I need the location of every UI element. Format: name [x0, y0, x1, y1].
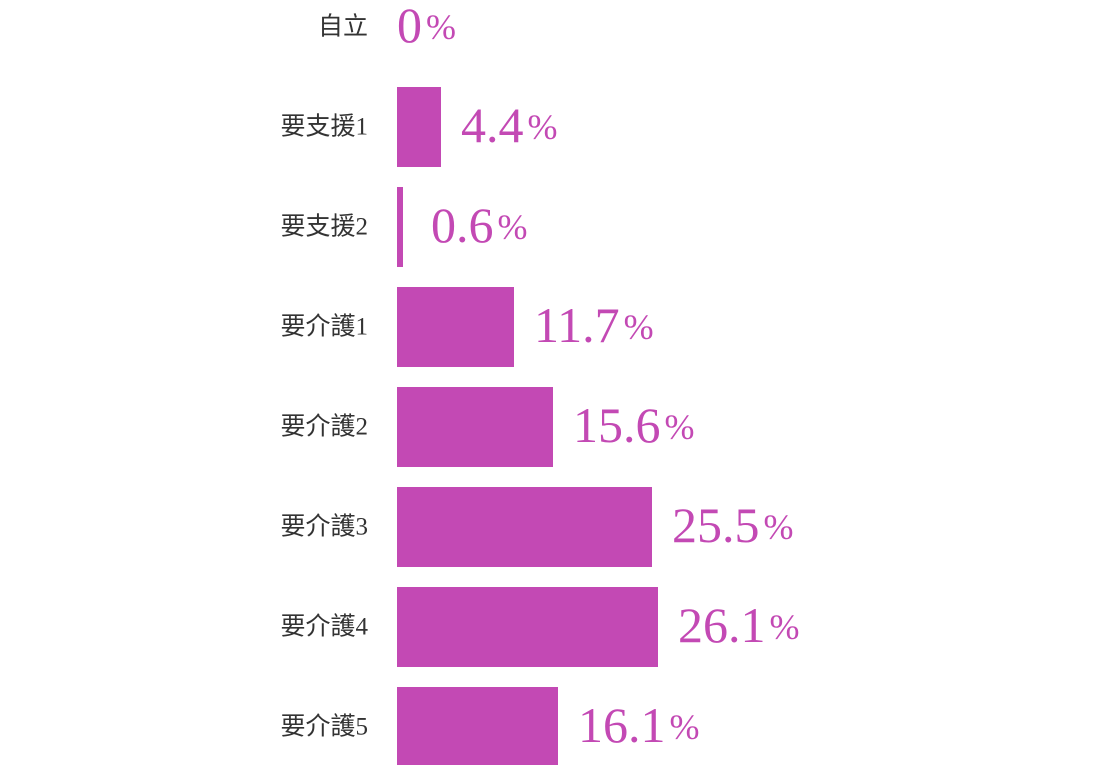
- value-label: 0%: [397, 0, 456, 53]
- value-unit: %: [764, 507, 794, 547]
- value-label: 11.7%: [534, 297, 654, 353]
- value-label: 4.4%: [461, 97, 558, 153]
- value-unit: %: [670, 707, 700, 747]
- category-label: 要支援2: [280, 213, 368, 241]
- bar: [397, 387, 553, 467]
- category-label: 要介護4: [280, 613, 368, 641]
- value-unit: %: [426, 7, 456, 47]
- value-number: 0: [397, 0, 422, 53]
- value-number: 0.6: [431, 197, 494, 253]
- value-label: 25.5%: [672, 497, 794, 553]
- value-number: 4.4: [461, 97, 524, 153]
- value-unit: %: [528, 107, 558, 147]
- bar: [397, 587, 658, 667]
- category-label: 要支援1: [280, 113, 368, 141]
- value-number: 11.7: [534, 297, 620, 353]
- value-unit: %: [770, 607, 800, 647]
- bar: [397, 687, 558, 765]
- category-label: 要介護3: [280, 513, 368, 541]
- category-label: 要介護2: [280, 413, 368, 441]
- category-label: 要介護1: [280, 313, 368, 341]
- value-unit: %: [498, 207, 528, 247]
- bar: [397, 487, 652, 567]
- value-number: 16.1: [578, 697, 666, 753]
- bar: [397, 87, 441, 167]
- value-unit: %: [665, 407, 695, 447]
- value-number: 25.5: [672, 497, 760, 553]
- value-label: 16.1%: [578, 697, 700, 753]
- value-label: 0.6%: [431, 197, 528, 253]
- value-number: 26.1: [678, 597, 766, 653]
- value-label: 26.1%: [678, 597, 800, 653]
- value-label: 15.6%: [573, 397, 695, 453]
- bar: [397, 287, 514, 367]
- value-number: 15.6: [573, 397, 661, 453]
- bar: [397, 187, 403, 267]
- value-unit: %: [624, 307, 654, 347]
- category-label: 要介護5: [280, 713, 368, 741]
- category-label: 自立: [318, 13, 368, 41]
